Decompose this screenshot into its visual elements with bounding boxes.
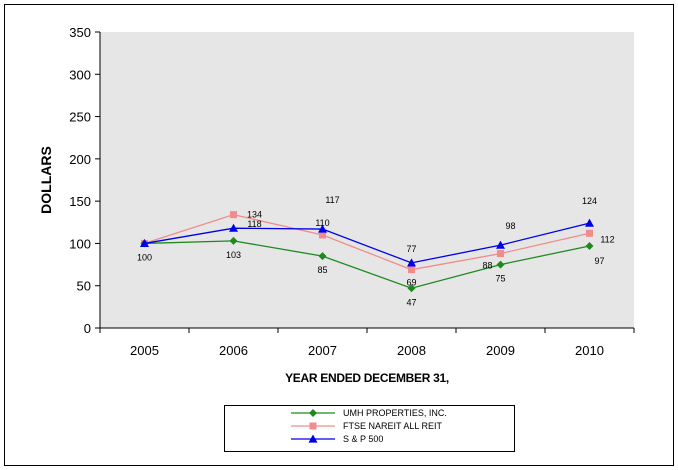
x-tick-label: 2008: [397, 343, 426, 358]
legend-item: FTSE NAREIT ALL REIT: [291, 421, 443, 431]
data-point: [586, 229, 593, 237]
data-point: [585, 218, 594, 227]
legend-swatch-marker: [309, 422, 317, 430]
y-tick-label: 350: [69, 25, 91, 40]
data-label: 103: [226, 250, 241, 260]
legend-label: UMH PROPERTIES, INC.: [343, 408, 447, 418]
data-point: [496, 260, 505, 269]
data-label: 117: [325, 195, 339, 205]
data-label: 97: [594, 256, 604, 266]
data-point: [230, 211, 237, 219]
y-tick-label: 150: [69, 194, 91, 209]
series-layer: [140, 211, 594, 293]
data-point: [585, 241, 594, 250]
legend-box: [224, 405, 515, 452]
data-point: [318, 224, 327, 233]
data-label: 118: [247, 219, 261, 229]
data-label: 134: [247, 210, 262, 220]
data-label: 112: [600, 234, 614, 244]
data-point: [497, 250, 504, 258]
y-tick-label: 0: [84, 321, 91, 336]
data-point: [319, 231, 326, 239]
data-point: [318, 252, 327, 261]
legend-swatch-marker: [309, 409, 317, 417]
x-axis-title: YEAR ENDED DECEMBER 31,: [285, 371, 449, 385]
x-axis: 2005 2006 2007 2008 2009 2010: [99, 327, 635, 358]
y-axis: 0 50 100 150 200 250 300 350: [69, 25, 101, 336]
legend-label: FTSE NAREIT ALL REIT: [343, 421, 443, 431]
data-point: [408, 266, 415, 274]
data-labels: 100 103 85 47 75 97 134 110 69 88 112 118 117 77 98 124: [137, 195, 615, 307]
legend-label: S & P 500: [343, 434, 383, 444]
data-label: 77: [406, 244, 416, 254]
y-tick-label: 200: [69, 152, 91, 167]
y-tick-label: 250: [69, 110, 91, 125]
y-axis-title: DOLLARS: [38, 146, 54, 214]
series-line: [144, 240, 590, 289]
data-label: 124: [582, 196, 597, 206]
data-label: 100: [137, 252, 152, 262]
legend: UMH PROPERTIES, INC. FTSE NAREIT ALL REIT…: [224, 405, 515, 452]
x-tick-label: 2005: [130, 343, 159, 358]
legend-item: S & P 500: [291, 434, 383, 444]
legend-swatch-marker: [308, 434, 318, 443]
data-label: 98: [505, 221, 515, 231]
data-label: 110: [315, 218, 329, 228]
y-tick-label: 100: [69, 236, 91, 251]
y-tick-label: 300: [69, 67, 91, 82]
plot-area: [100, 32, 634, 328]
data-label: 85: [317, 265, 327, 275]
data-point: [407, 284, 416, 293]
x-tick-label: 2010: [575, 343, 604, 358]
series-line: [144, 214, 590, 271]
data-label: 75: [495, 274, 505, 284]
series-2: [140, 218, 594, 267]
data-point: [229, 223, 238, 232]
y-tick-label: 50: [77, 279, 91, 294]
legend-item: UMH PROPERTIES, INC.: [291, 408, 447, 418]
data-point: [140, 238, 149, 248]
x-tick-label: 2006: [219, 343, 248, 358]
data-point: [407, 258, 416, 267]
data-label: 47: [406, 297, 416, 307]
data-point: [229, 236, 238, 245]
series-line: [144, 222, 590, 264]
x-tick-label: 2007: [308, 343, 337, 358]
data-label: 88: [482, 261, 492, 271]
data-label: 69: [406, 278, 416, 288]
x-tick-label: 2009: [486, 343, 515, 358]
data-point: [496, 240, 505, 249]
